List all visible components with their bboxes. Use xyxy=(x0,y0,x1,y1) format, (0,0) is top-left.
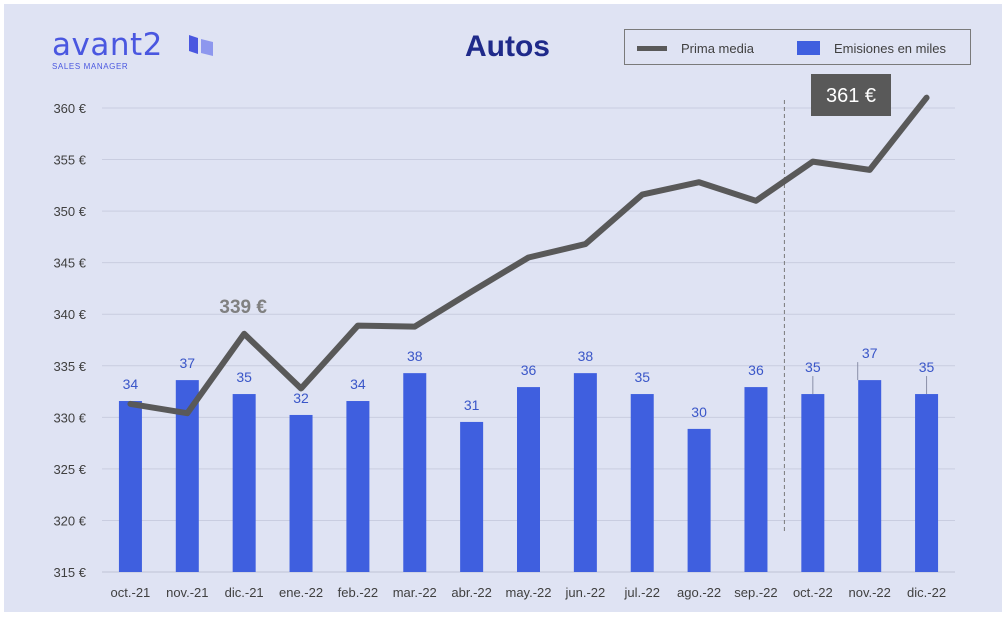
x-tick-label: jul.-22 xyxy=(624,585,660,600)
x-tick-label: sep.-22 xyxy=(734,585,777,600)
bar xyxy=(460,421,484,572)
legend-item-line: Prima media xyxy=(637,30,754,66)
bar-data-label: 38 xyxy=(407,348,423,364)
x-tick-label: may.-22 xyxy=(506,585,552,600)
bar xyxy=(687,428,711,572)
y-tick-label: 330 € xyxy=(53,410,86,425)
x-tick-label: abr.-22 xyxy=(451,585,491,600)
bar xyxy=(801,394,825,572)
bar-data-label: 34 xyxy=(350,376,366,392)
bar-data-label: 35 xyxy=(236,369,252,385)
chart-title: Autos xyxy=(465,30,550,63)
y-tick-label: 340 € xyxy=(53,307,86,322)
x-tick-label: oct.-22 xyxy=(793,585,833,600)
bar-data-label: 37 xyxy=(862,345,878,361)
x-tick-label: nov.-21 xyxy=(166,585,208,600)
legend-bar-swatch xyxy=(797,41,820,55)
chart-legend: Prima media Emisiones en miles xyxy=(624,29,971,65)
bar xyxy=(232,394,256,572)
logo-subtitle: SALES MANAGER xyxy=(52,62,129,71)
line-series-prima-media xyxy=(127,94,930,417)
y-tick-label: 360 € xyxy=(53,101,86,116)
x-tick-label: oct.-21 xyxy=(111,585,151,600)
bar xyxy=(175,380,199,572)
x-tick-label: feb.-22 xyxy=(338,585,378,600)
bar xyxy=(630,394,654,572)
bar-data-label: 31 xyxy=(464,397,480,413)
bar-data-label: 35 xyxy=(805,359,821,375)
x-tick-label: ago.-22 xyxy=(677,585,721,600)
bar xyxy=(858,380,882,572)
bar-data-label: 36 xyxy=(521,362,537,378)
bar-data-label: 32 xyxy=(293,390,309,406)
bar-data-label: 35 xyxy=(634,369,650,385)
y-tick-label: 325 € xyxy=(53,462,86,477)
x-tick-label: ene.-22 xyxy=(279,585,323,600)
bar xyxy=(915,394,939,572)
bar xyxy=(118,401,142,572)
bar-data-label: 35 xyxy=(919,359,935,375)
bar xyxy=(346,401,370,572)
legend-label-line: Prima media xyxy=(681,40,754,56)
y-tick-label: 350 € xyxy=(53,204,86,219)
bar xyxy=(744,387,768,572)
bar-data-label: 37 xyxy=(180,355,196,371)
y-tick-label: 345 € xyxy=(53,256,86,271)
y-tick-label: 315 € xyxy=(53,565,86,580)
legend-label-bar: Emisiones en miles xyxy=(834,40,946,56)
bar-data-label: 34 xyxy=(123,376,139,392)
bar-data-label: 36 xyxy=(748,362,764,378)
brand-logo: avant2 SALES MANAGER xyxy=(52,27,213,71)
bar xyxy=(517,387,540,572)
y-tick-label: 355 € xyxy=(53,153,86,168)
bar xyxy=(289,414,313,572)
legend-line-swatch xyxy=(637,45,667,51)
bar-data-label: 30 xyxy=(691,404,707,420)
x-tick-label: dic.-21 xyxy=(225,585,264,600)
logo-wordmark: avant2 xyxy=(52,27,163,63)
logo-mark-icon xyxy=(189,35,213,56)
bar-data-label: 38 xyxy=(578,348,594,364)
x-tick-label: mar.-22 xyxy=(393,585,437,600)
x-tick-label: nov.-22 xyxy=(848,585,890,600)
x-tick-label: jun.-22 xyxy=(564,585,605,600)
callout-label: 361 € xyxy=(826,85,876,107)
y-tick-label: 335 € xyxy=(53,359,86,374)
callout-box xyxy=(811,74,891,116)
x-tick-label: dic.-22 xyxy=(907,585,946,600)
bar xyxy=(573,373,597,572)
annotation-label: 339 € xyxy=(219,297,267,318)
y-tick-label: 320 € xyxy=(53,513,86,528)
bar xyxy=(403,373,427,572)
legend-item-bar: Emisiones en miles xyxy=(797,30,946,66)
